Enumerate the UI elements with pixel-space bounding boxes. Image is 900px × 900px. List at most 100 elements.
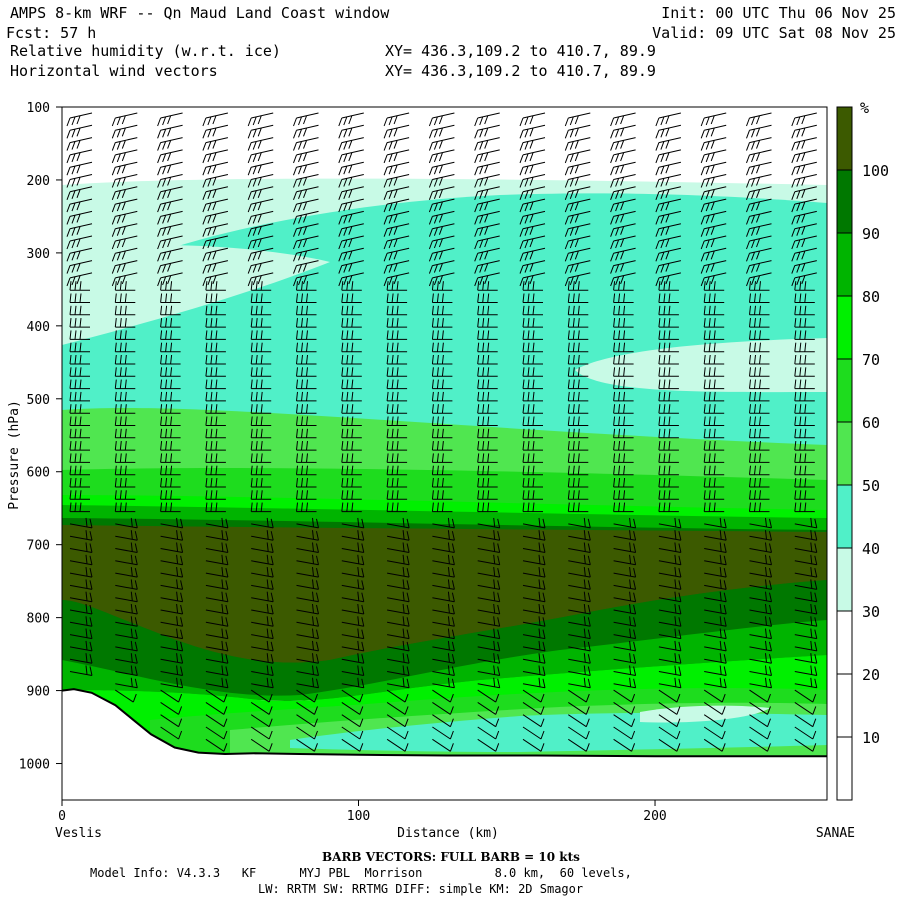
wind-barb xyxy=(477,616,501,627)
wind-barb xyxy=(69,579,93,590)
wind-barb xyxy=(247,198,274,213)
wind-barb xyxy=(567,293,589,303)
wind-barb xyxy=(387,517,410,529)
wind-barb xyxy=(613,453,634,463)
wind-barb xyxy=(613,530,637,541)
wind-barb xyxy=(522,404,543,414)
colorbar: 10 20 30 40 50 60 70 80 90 100 xyxy=(836,106,889,801)
wind-barb xyxy=(567,428,589,439)
wind-barb xyxy=(205,391,226,402)
wind-barb xyxy=(157,174,183,188)
wind-barb xyxy=(613,342,634,353)
wind-barb xyxy=(296,567,319,578)
wind-barb xyxy=(749,591,772,603)
wind-barb xyxy=(474,272,500,287)
wind-barb xyxy=(296,726,318,740)
wind-barb xyxy=(383,272,410,287)
wind-barb xyxy=(387,579,410,590)
wind-barb xyxy=(658,502,679,513)
wind-barb xyxy=(658,281,679,291)
wind-barb xyxy=(66,247,93,262)
wind-barb xyxy=(338,272,364,287)
wind-barb xyxy=(568,726,590,740)
wind-barb xyxy=(655,161,682,176)
wind-barb xyxy=(205,416,226,426)
wind-barb xyxy=(749,404,770,414)
wind-barb xyxy=(703,305,725,316)
wind-barb xyxy=(431,342,453,353)
wind-barb xyxy=(341,714,364,728)
wind-barb xyxy=(296,441,317,451)
wind-barb xyxy=(111,161,138,176)
wind-barb xyxy=(474,235,500,250)
wind-barb xyxy=(791,260,817,274)
wind-barb xyxy=(794,281,815,291)
wind-barb xyxy=(522,330,543,340)
humidity-shading xyxy=(62,112,827,800)
wind-barb xyxy=(794,453,815,463)
wind-barb xyxy=(749,714,771,728)
wind-barb xyxy=(386,428,408,439)
wind-barb xyxy=(432,714,454,728)
colorbar-label: 30 xyxy=(862,603,880,621)
wind-barb xyxy=(387,567,410,578)
wind-barb xyxy=(522,342,543,353)
wind-barb xyxy=(114,342,136,353)
wind-barb xyxy=(205,701,228,715)
wind-barb xyxy=(703,293,725,303)
wind-barb xyxy=(658,726,681,740)
wind-barb xyxy=(613,554,637,566)
wind-barb xyxy=(202,174,229,188)
x-axis: 0 100 200 xyxy=(58,800,667,824)
wind-barb xyxy=(794,342,815,353)
wind-barb xyxy=(386,453,408,463)
wind-barb xyxy=(658,416,679,426)
wind-barb xyxy=(111,174,138,188)
wind-barb xyxy=(296,342,317,353)
wind-barb xyxy=(613,477,634,488)
wind-barb xyxy=(251,677,274,689)
wind-barb xyxy=(69,428,90,439)
wind-barb xyxy=(519,186,546,200)
wind-barb xyxy=(202,112,229,127)
wind-barb xyxy=(341,490,362,500)
wind-barb xyxy=(250,502,272,513)
wind-barb xyxy=(613,689,636,703)
wind-barb xyxy=(658,517,682,529)
wind-barb xyxy=(610,210,636,225)
wind-barb xyxy=(160,453,181,463)
wind-barb xyxy=(387,554,410,566)
wind-barb xyxy=(383,235,410,250)
wind-barb xyxy=(341,677,365,689)
wind-barb xyxy=(160,530,184,541)
wind-barb xyxy=(387,665,410,676)
wind-barb xyxy=(296,554,319,566)
wind-barb xyxy=(428,137,455,151)
wind-barb xyxy=(477,416,498,426)
wind-barb xyxy=(567,391,589,402)
wind-barb xyxy=(205,453,226,463)
wind-barb xyxy=(610,124,636,139)
wind-barb xyxy=(341,367,362,377)
wind-barb xyxy=(296,502,317,513)
wind-barb xyxy=(522,502,543,513)
init-time: Init: 00 UTC Thu 06 Nov 25 xyxy=(661,4,896,22)
wind-barb xyxy=(251,554,274,566)
wind-barb xyxy=(66,137,93,151)
wind-barb xyxy=(703,477,725,488)
wind-barb xyxy=(69,603,93,615)
wind-barb xyxy=(564,137,591,151)
wind-barb xyxy=(66,186,93,200)
left-end-label: Veslis xyxy=(55,826,102,841)
physics-info: LW: RRTM SW: RRTMG DIFF: simple KM: 2D S… xyxy=(258,882,583,896)
xy-range-wind: XY= 436.3,109.2 to 410.7, 89.9 xyxy=(385,62,656,80)
wind-barb xyxy=(69,441,90,451)
colorbar-label: 40 xyxy=(862,540,880,558)
wind-barb xyxy=(567,416,589,426)
wind-barb xyxy=(205,318,226,328)
wind-barb xyxy=(338,260,364,274)
rh-band-100-core xyxy=(62,525,827,663)
x-axis-label: Distance (km) xyxy=(397,826,499,841)
wind-barb xyxy=(522,517,546,529)
wind-barb xyxy=(655,235,682,250)
